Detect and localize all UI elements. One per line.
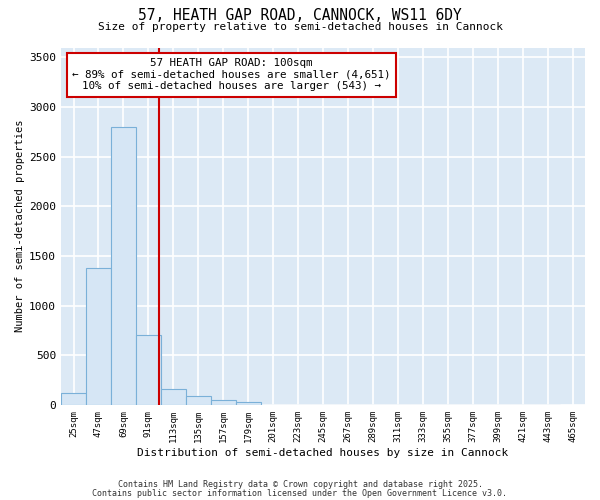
Bar bbox=[86, 268, 111, 405]
Text: Contains public sector information licensed under the Open Government Licence v3: Contains public sector information licen… bbox=[92, 488, 508, 498]
Text: Contains HM Land Registry data © Crown copyright and database right 2025.: Contains HM Land Registry data © Crown c… bbox=[118, 480, 482, 489]
Bar bbox=[111, 127, 136, 405]
Text: 57, HEATH GAP ROAD, CANNOCK, WS11 6DY: 57, HEATH GAP ROAD, CANNOCK, WS11 6DY bbox=[138, 8, 462, 22]
Text: 57 HEATH GAP ROAD: 100sqm
← 89% of semi-detached houses are smaller (4,651)
10% : 57 HEATH GAP ROAD: 100sqm ← 89% of semi-… bbox=[72, 58, 391, 92]
Bar bbox=[236, 402, 260, 405]
Bar bbox=[186, 396, 211, 405]
Text: Size of property relative to semi-detached houses in Cannock: Size of property relative to semi-detach… bbox=[97, 22, 503, 32]
Bar bbox=[61, 393, 86, 405]
Y-axis label: Number of semi-detached properties: Number of semi-detached properties bbox=[15, 120, 25, 332]
Bar bbox=[136, 336, 161, 405]
X-axis label: Distribution of semi-detached houses by size in Cannock: Distribution of semi-detached houses by … bbox=[137, 448, 509, 458]
Bar bbox=[211, 400, 236, 405]
Bar bbox=[161, 390, 186, 405]
